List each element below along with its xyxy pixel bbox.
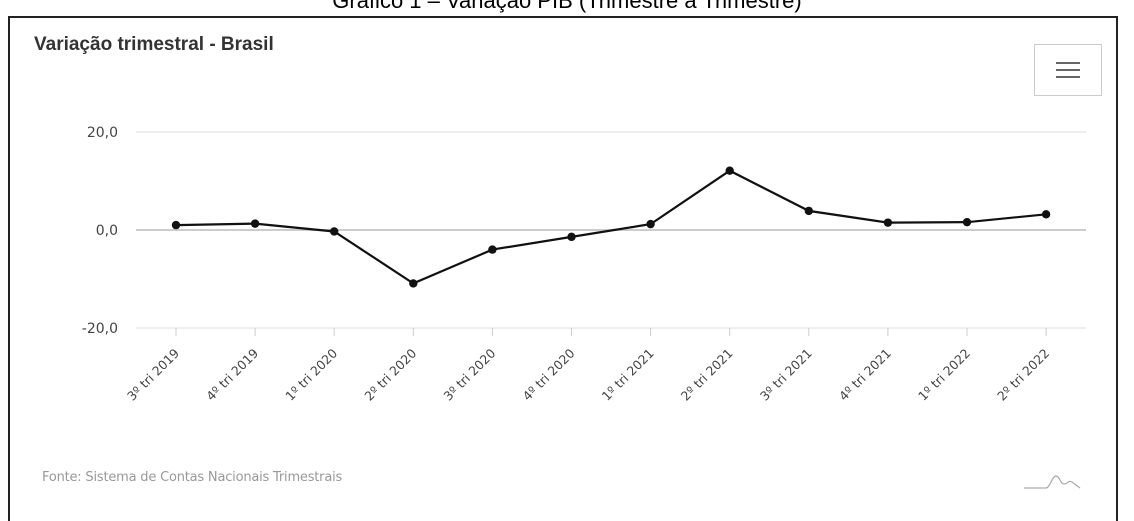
x-tick-label: 3º tri 2021: [757, 346, 815, 404]
hamburger-menu-icon: [1056, 62, 1080, 78]
chart-title: Variação trimestral - Brasil: [34, 34, 274, 55]
series-line-path: [175, 169, 1047, 285]
data-point[interactable]: [409, 279, 418, 288]
data-point[interactable]: [962, 217, 972, 227]
data-point[interactable]: [250, 219, 260, 228]
data-point[interactable]: [804, 206, 813, 216]
x-tick-label: 4º tri 2020: [520, 345, 578, 403]
data-point[interactable]: [883, 218, 893, 227]
x-tick-label: 2º tri 2020: [361, 345, 419, 403]
y-tick-label: 20,0: [87, 125, 118, 141]
data-point[interactable]: [488, 245, 497, 254]
data-point[interactable]: [646, 219, 655, 229]
data-point[interactable]: [567, 232, 576, 242]
mountain-logo-icon: [1024, 475, 1081, 489]
y-axis-ticks: 20,0 0,0 -20,0: [82, 125, 118, 337]
chart-source-note: Fonte: Sistema de Contas Nacionais Trime…: [42, 470, 343, 485]
x-tick-label: 1º tri 2020: [282, 345, 340, 403]
x-tick-label: 4º tri 2019: [203, 345, 261, 403]
x-tick-label: 3º tri 2019: [124, 345, 182, 403]
y-tick-label: -20,0: [82, 321, 118, 337]
x-tick-label: 4º tri 2021: [836, 346, 894, 404]
x-tick-label: 2º tri 2021: [678, 346, 736, 404]
chart-menu-button[interactable]: [1034, 44, 1102, 96]
x-axis-ticks: 3º tri 2019 4º tri 2019 1º tri 2020 2º tri …: [124, 328, 1052, 404]
data-point[interactable]: [1041, 210, 1051, 219]
x-tick-label: 1º tri 2022: [915, 346, 973, 404]
x-tick-label: 1º tri 2021: [599, 346, 657, 404]
series-line: [175, 169, 1047, 285]
data-points: [171, 166, 1051, 288]
x-tick-label: 2º tri 2022: [994, 346, 1052, 404]
data-point[interactable]: [330, 227, 339, 236]
chart-container: [8, 16, 1118, 521]
x-tick-label: 3º tri 2020: [440, 345, 498, 403]
data-point[interactable]: [725, 166, 734, 175]
data-point[interactable]: [171, 220, 181, 230]
y-tick-label: 0,0: [96, 223, 118, 239]
figure-caption: Gráfico 1 – Variação PIB (Trimestre a Tr…: [332, 0, 802, 13]
